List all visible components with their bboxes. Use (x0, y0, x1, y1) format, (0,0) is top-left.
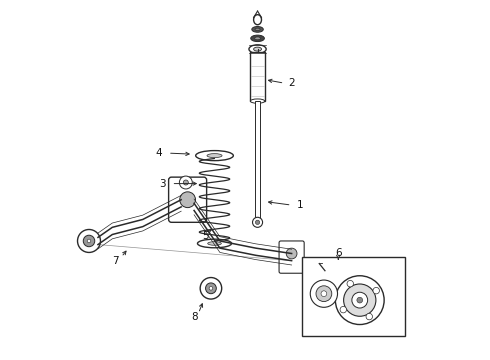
Circle shape (209, 287, 213, 290)
Circle shape (77, 229, 100, 252)
Text: 4: 4 (156, 148, 162, 158)
Circle shape (366, 313, 372, 320)
Circle shape (357, 297, 363, 303)
Ellipse shape (255, 28, 260, 31)
Ellipse shape (254, 47, 262, 51)
Bar (255, 101, 260, 220)
Circle shape (87, 239, 91, 243)
Text: 8: 8 (191, 312, 197, 322)
Circle shape (180, 192, 196, 208)
Ellipse shape (208, 242, 221, 245)
Text: 7: 7 (113, 256, 119, 266)
Circle shape (205, 283, 216, 294)
Ellipse shape (207, 154, 222, 158)
Circle shape (83, 235, 95, 247)
Circle shape (335, 276, 384, 324)
Circle shape (255, 220, 260, 225)
Ellipse shape (255, 37, 260, 40)
Circle shape (321, 291, 327, 297)
Circle shape (340, 306, 346, 313)
Ellipse shape (252, 27, 263, 32)
Circle shape (183, 180, 188, 185)
Circle shape (352, 292, 368, 308)
Text: 3: 3 (159, 179, 166, 189)
FancyBboxPatch shape (169, 177, 207, 222)
Ellipse shape (250, 99, 265, 103)
Circle shape (343, 284, 376, 316)
Text: 5: 5 (202, 231, 209, 240)
Ellipse shape (196, 150, 233, 161)
Bar (302, 257, 405, 336)
Text: 2: 2 (288, 78, 295, 88)
Text: 6: 6 (335, 248, 342, 258)
Bar (250, 51, 265, 101)
FancyBboxPatch shape (279, 241, 304, 273)
Circle shape (316, 286, 332, 302)
Text: 1: 1 (297, 200, 304, 210)
Circle shape (286, 248, 297, 259)
Ellipse shape (251, 35, 265, 41)
Ellipse shape (249, 45, 266, 53)
Circle shape (347, 280, 353, 287)
Circle shape (373, 287, 379, 294)
Circle shape (252, 217, 263, 227)
Ellipse shape (197, 239, 232, 248)
Circle shape (179, 176, 192, 189)
Circle shape (310, 280, 338, 307)
Circle shape (200, 278, 221, 299)
Ellipse shape (254, 15, 262, 25)
